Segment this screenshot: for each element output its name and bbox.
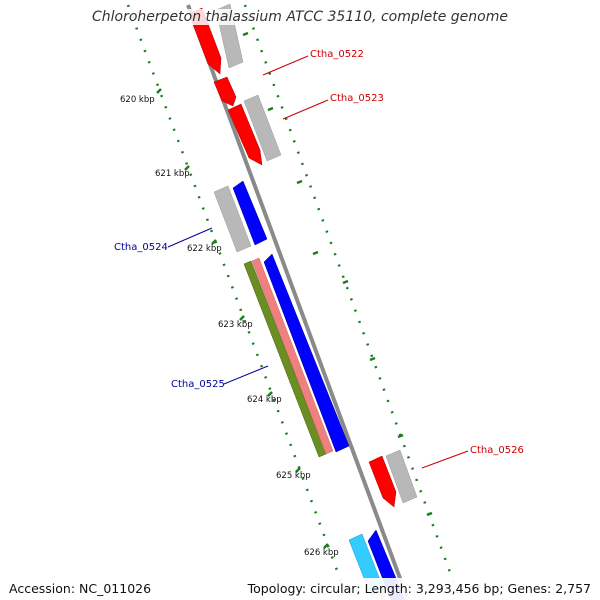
kbp-label-623: 623 kbp [218, 320, 253, 330]
genome-title: Chloroherpeton thalassium ATCC 35110, co… [0, 9, 600, 25]
gene-label-ctha-0526[interactable]: Ctha_0526 [470, 445, 524, 456]
kbp-label-622: 622 kbp [187, 244, 222, 254]
reverse-cds-genes [232, 180, 406, 600]
topology-text: Topology: circular; Length: 3,293,456 bp… [247, 581, 591, 596]
kbp-label-626: 626 kbp [304, 548, 339, 558]
forward-cds-genes [188, 7, 397, 508]
gene-label-ctha-0522[interactable]: Ctha_0522 [310, 49, 364, 60]
rna-ctha-0525-pink [251, 257, 334, 455]
gray-gene-0524 [213, 185, 252, 253]
cds-ctha-0526 [368, 455, 397, 508]
cds-ctha-0523 [227, 103, 263, 166]
footer-bar: Accession: NC_011026 Topology: circular;… [0, 578, 600, 600]
inner-major-ticks [156, 88, 329, 549]
kbp-label-624: 624 kbp [247, 395, 282, 405]
genome-backbone [186, 4, 410, 600]
leader-ctha-0522 [262, 55, 309, 76]
outer-major-ticks [242, 31, 433, 517]
leader-ctha-0525 [223, 365, 269, 385]
cds-small-red [213, 76, 237, 107]
accession-text: Accession: NC_011026 [9, 581, 152, 596]
gene-label-ctha-0524[interactable]: Ctha_0524 [114, 242, 168, 253]
leader-ctha-0523 [282, 99, 329, 120]
cds-ctha-0524 [232, 180, 268, 246]
kbp-label-620: 620 kbp [120, 95, 155, 105]
gene-label-ctha-0523[interactable]: Ctha_0523 [330, 93, 384, 104]
kbp-label-625: 625 kbp [276, 471, 311, 481]
gene-label-ctha-0525[interactable]: Ctha_0525 [171, 379, 225, 390]
leader-ctha-0524 [167, 227, 213, 248]
inner-tick-track [126, 4, 350, 600]
leader-ctha-0526 [421, 450, 469, 469]
gray-gene-0523 [243, 94, 282, 162]
gray-gene-0526 [385, 449, 418, 504]
kbp-label-621: 621 kbp [155, 169, 190, 179]
cds-large-blue [263, 253, 350, 453]
